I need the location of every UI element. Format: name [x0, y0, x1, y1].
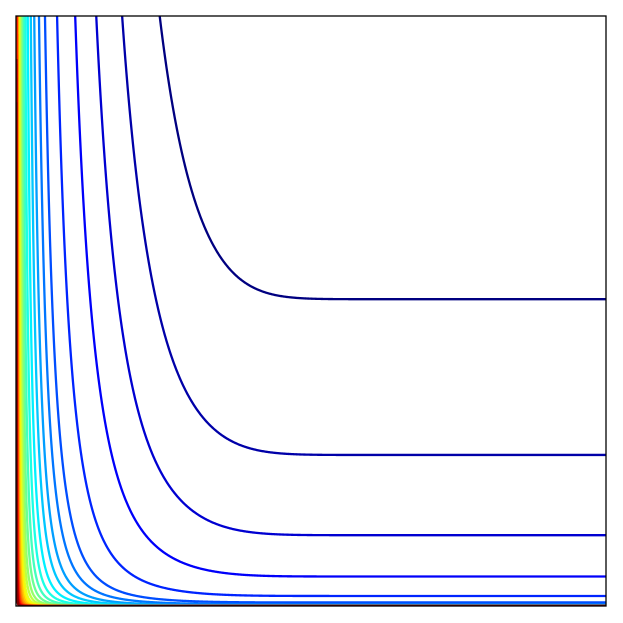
contour-line: [19, 16, 606, 606]
contour-line: [55, 16, 606, 598]
plot-frame: [15, 15, 607, 607]
contour-line: [16, 16, 606, 606]
contour-line: [120, 16, 606, 457]
contour-line: [158, 16, 606, 301]
contour-line: [17, 16, 606, 606]
contour-lines: [16, 16, 606, 606]
contour-line: [16, 54, 606, 606]
contour-line: [74, 16, 606, 578]
contour-line: [95, 16, 606, 537]
contour-line: [37, 16, 606, 606]
contour-line: [24, 16, 606, 606]
contour-line: [26, 16, 606, 606]
contour-line: [16, 58, 606, 606]
contour-line: [33, 16, 606, 606]
contour-line: [16, 16, 606, 606]
contour-line: [18, 16, 606, 606]
contour-line: [20, 16, 606, 606]
contour-line: [16, 102, 606, 606]
contour-line: [22, 16, 606, 606]
contour-line: [43, 16, 606, 604]
contour-line: [17, 16, 606, 606]
contour-line: [16, 63, 606, 606]
contour-line: [16, 16, 606, 606]
contour-line: [16, 33, 606, 606]
contour-line: [29, 16, 606, 606]
